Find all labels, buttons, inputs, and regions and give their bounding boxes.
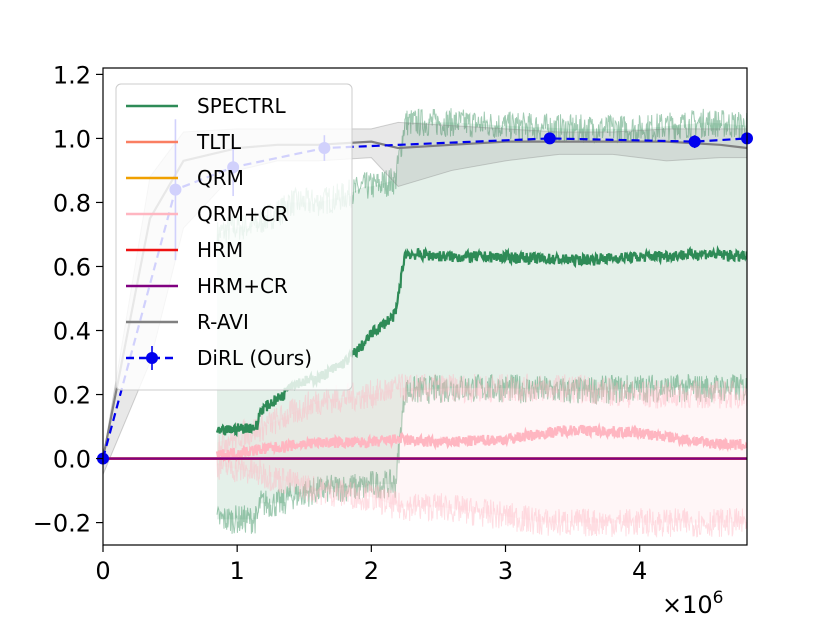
y-tick-label-5: 0.8 — [53, 189, 91, 217]
y-tick-label-0: −0.2 — [33, 510, 91, 538]
legend-label-5: HRM+CR — [197, 274, 288, 298]
legend: SPECTRL TLTL QRM QRM+CR HRM HRM+CR R-AVI DiRL (… — [115, 83, 353, 391]
x-tick-label-4: 4 — [632, 557, 647, 585]
legend-label-3: QRM+CR — [197, 202, 289, 226]
x-tick-label-0: 0 — [95, 557, 110, 585]
legend-marker — [146, 352, 158, 364]
legend-label-7: DiRL (Ours) — [197, 346, 312, 370]
series-7-point-5 — [688, 135, 701, 148]
legend-box — [115, 83, 353, 391]
plot-frame — [102, 67, 748, 546]
y-tick-label-7: 1.2 — [53, 61, 91, 89]
series-3-band — [217, 388, 747, 523]
legend-label-0: SPECTRL — [197, 94, 286, 118]
x-axis: 0 1 2 3 4 — [95, 545, 647, 585]
x-tick-label-1: 1 — [230, 557, 245, 585]
x-multiplier: ×106 — [662, 588, 723, 619]
legend-label-2: QRM — [197, 166, 244, 190]
y-tick-label-1: 0.0 — [53, 446, 91, 474]
x-tick-label-3: 3 — [498, 557, 513, 585]
series-3-line — [215, 422, 747, 464]
legend-label-6: R-AVI — [197, 310, 249, 334]
y-tick-label-4: 0.6 — [53, 253, 91, 281]
series-3-lower-edge — [216, 452, 747, 538]
legend-label-1: TLTL — [196, 130, 242, 154]
series-7-point-4 — [543, 132, 556, 145]
series-3-upper-edge — [216, 373, 747, 457]
y-axis: −0.2 0.0 0.2 0.4 0.6 0.8 1.0 1.2 — [33, 61, 103, 538]
legend-label-4: HRM — [197, 238, 243, 262]
y-tick-label-3: 0.4 — [53, 318, 91, 346]
y-tick-label-2: 0.2 — [53, 382, 91, 410]
series-0-lower-edge — [216, 373, 747, 534]
x-tick-label-2: 2 — [364, 557, 379, 585]
y-tick-label-6: 1.0 — [53, 125, 91, 153]
